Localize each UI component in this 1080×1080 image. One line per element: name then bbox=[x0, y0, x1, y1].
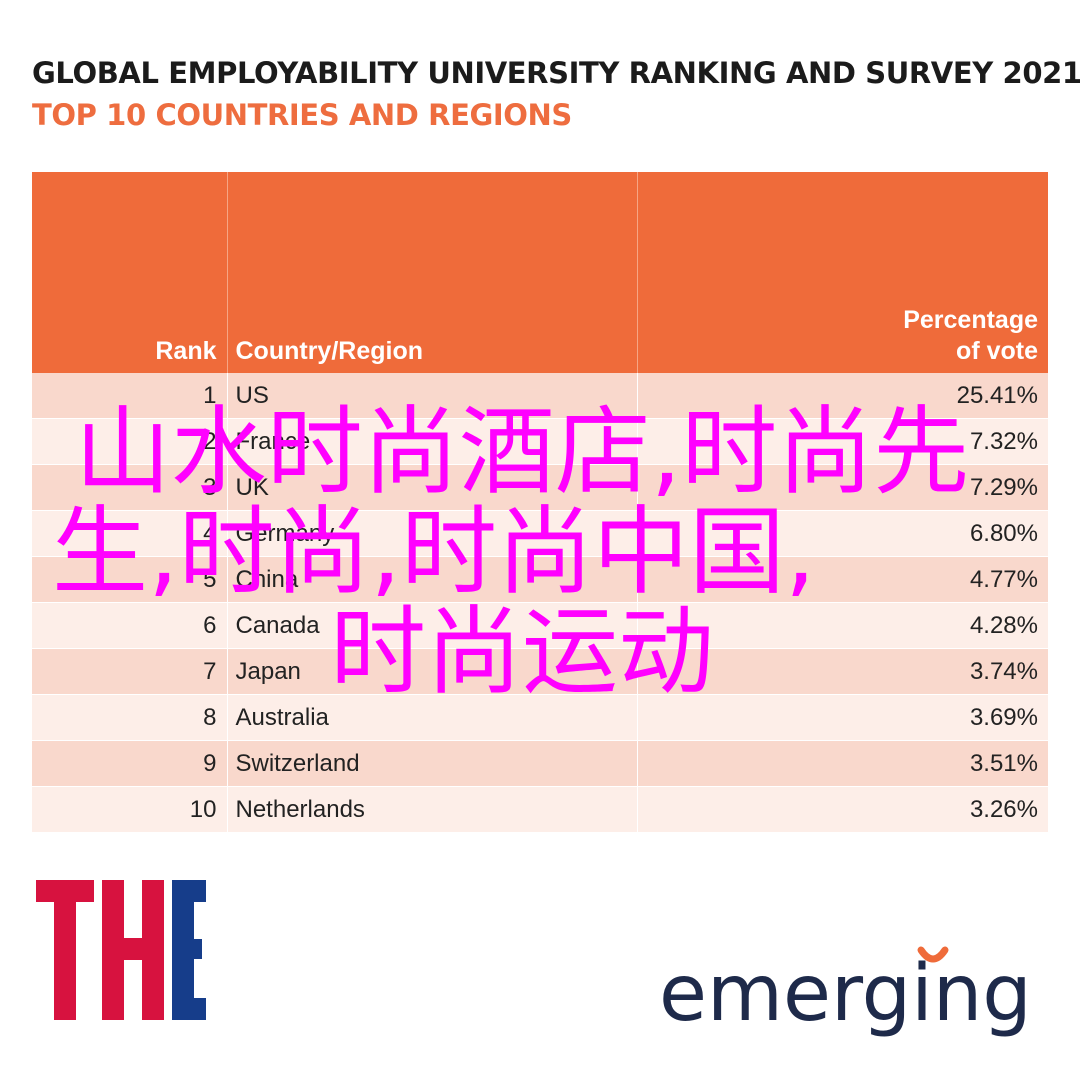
country-cell: Germany bbox=[226, 510, 637, 557]
table-row: 2 France 7.32% bbox=[32, 418, 1048, 465]
country-cell: Canada bbox=[226, 602, 637, 649]
rank-cell: 5 bbox=[32, 556, 227, 603]
country-cell: UK bbox=[226, 464, 637, 511]
percentage-cell: 6.80% bbox=[636, 510, 1048, 557]
percentage-cell: 25.41% bbox=[636, 373, 1048, 419]
percentage-cell: 3.69% bbox=[636, 694, 1048, 741]
the-logo-e-top bbox=[172, 880, 206, 902]
rank-cell: 7 bbox=[32, 648, 227, 695]
rank-cell: 3 bbox=[32, 464, 227, 511]
rank-cell: 8 bbox=[32, 694, 227, 741]
header-country-region: Country/Region bbox=[226, 172, 637, 373]
country-cell: US bbox=[226, 373, 637, 419]
table-row: 3 UK 7.29% bbox=[32, 464, 1048, 511]
the-logo-e-mid bbox=[172, 939, 202, 959]
the-logo-t-stem bbox=[54, 880, 76, 1020]
table-row: 1 US 25.41% bbox=[32, 373, 1048, 419]
country-cell: Netherlands bbox=[226, 786, 637, 833]
rank-cell: 9 bbox=[32, 740, 227, 787]
emerging-logo-text: emerging bbox=[659, 949, 1032, 1039]
table-row: 4 Germany 6.80% bbox=[32, 510, 1048, 557]
header-rank: Rank bbox=[32, 172, 227, 373]
percentage-cell: 4.28% bbox=[636, 602, 1048, 649]
rank-cell: 1 bbox=[32, 373, 227, 419]
percentage-cell: 3.26% bbox=[636, 786, 1048, 833]
table-row: 10 Netherlands 3.26% bbox=[32, 786, 1048, 833]
rank-cell: 10 bbox=[32, 786, 227, 833]
table-row: 5 China 4.77% bbox=[32, 556, 1048, 603]
table-row: 6 Canada 4.28% bbox=[32, 602, 1048, 649]
header-percentage-label: Percentage of vote bbox=[903, 305, 1038, 365]
rank-cell: 4 bbox=[32, 510, 227, 557]
header-percentage-of-vote: Percentage of vote bbox=[636, 172, 1048, 373]
chart-subtitle: TOP 10 COUNTRIES AND REGIONS bbox=[32, 98, 572, 132]
percentage-cell: 3.74% bbox=[636, 648, 1048, 695]
country-cell: Japan bbox=[226, 648, 637, 695]
the-logo-e-bottom bbox=[172, 998, 206, 1020]
emerging-logo: emerging bbox=[659, 946, 1032, 1039]
percentage-cell: 7.32% bbox=[636, 418, 1048, 465]
country-cell: France bbox=[226, 418, 637, 465]
percentage-cell: 7.29% bbox=[636, 464, 1048, 511]
the-logo bbox=[36, 880, 206, 1020]
table-header-row: Rank Country/Region Percentage of vote bbox=[32, 172, 1048, 373]
percentage-cell: 4.77% bbox=[636, 556, 1048, 603]
table-row: 7 Japan 3.74% bbox=[32, 648, 1048, 695]
percentage-cell: 3.51% bbox=[636, 740, 1048, 787]
emerging-logo-smile bbox=[917, 946, 949, 963]
table-body: 1 US 25.41% 2 France 7.32% 3 UK 7.29% 4 Germany 6.8… bbox=[32, 373, 1048, 833]
rank-cell: 6 bbox=[32, 602, 227, 649]
chart-title: GLOBAL EMPLOYABILITY UNIVERSITY RANKING … bbox=[32, 56, 1080, 90]
table-row: 8 Australia 3.69% bbox=[32, 694, 1048, 741]
table-row: 9 Switzerland 3.51% bbox=[32, 740, 1048, 787]
the-logo-h-right bbox=[142, 880, 164, 1020]
country-cell: China bbox=[226, 556, 637, 603]
rank-cell: 2 bbox=[32, 418, 227, 465]
country-cell: Switzerland bbox=[226, 740, 637, 787]
country-cell: Australia bbox=[226, 694, 637, 741]
